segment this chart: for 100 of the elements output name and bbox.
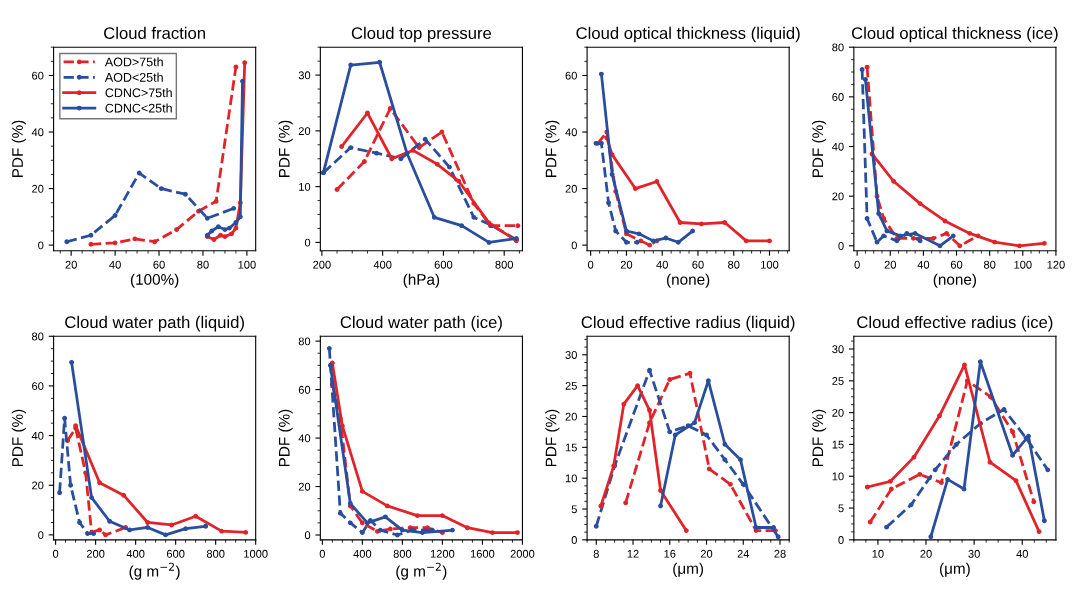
x-axis-title: (g m$^{−2}$) — [129, 562, 180, 580]
y-axis-title: PDF (%) — [545, 409, 560, 467]
y-tick-label: 25 — [832, 377, 844, 385]
x-tick-label: 20 — [65, 260, 77, 269]
y-axis-title: PDF (%) — [11, 409, 26, 467]
y-tick-label: 0 — [304, 531, 311, 540]
chart-title: Cloud effective radius (ice) — [857, 315, 1053, 332]
y-tick-label: 20 — [32, 184, 44, 193]
y-tick-label: 20 — [565, 412, 577, 421]
x-axis-title: (none) — [933, 273, 977, 288]
x-tick-label: 20 — [620, 260, 633, 269]
y-tick-label: 20 — [298, 127, 311, 135]
x-tick-label: 28 — [774, 549, 786, 558]
x-tick-label: 8 — [593, 549, 599, 558]
y-tick-label: 0 — [571, 241, 577, 250]
x-tick-label: 20 — [700, 549, 713, 558]
x-tick-label: 0 — [854, 260, 860, 269]
x-tick-label: 800 — [495, 260, 514, 269]
x-tick-label: 60 — [950, 260, 963, 269]
y-tick-label: 25 — [565, 381, 577, 390]
chart-title: Cloud fraction — [104, 26, 205, 40]
x-tick-label: 1200 — [430, 549, 455, 558]
y-tick-label: 80 — [298, 337, 311, 346]
y-tick-label: 40 — [298, 434, 311, 443]
y-tick-label: 20 — [565, 184, 577, 193]
x-tick-label: 100 — [1014, 260, 1032, 269]
y-tick-label: 0 — [838, 242, 844, 250]
y-tick-label: 60 — [32, 71, 44, 80]
chart-title: Cloud top pressure — [351, 26, 492, 43]
y-axis-title: PDF (%) — [278, 409, 293, 467]
legend-label: CDNC>75th — [105, 88, 172, 98]
legend-label: AOD>75th — [104, 57, 163, 67]
x-tick-label: 120 — [1047, 260, 1065, 269]
y-tick-label: 0 — [38, 531, 44, 540]
y-tick-label: 60 — [832, 93, 844, 101]
y-tick-label: 5 — [838, 504, 844, 513]
legend-label: CDNC<25th — [105, 103, 172, 113]
y-tick-label: 30 — [832, 345, 844, 354]
x-tick-label: 40 — [917, 260, 930, 269]
x-tick-label: 80 — [728, 260, 740, 269]
x-axis-title: (100%) — [130, 273, 179, 288]
y-tick-label: 20 — [298, 482, 311, 491]
y-tick-label: 15 — [832, 440, 844, 449]
y-tick-label: 0 — [571, 536, 577, 544]
x-tick-label: 600 — [166, 549, 185, 558]
x-tick-label: 400 — [353, 549, 372, 558]
y-tick-label: 40 — [31, 431, 44, 440]
y-tick-label: 20 — [832, 408, 844, 417]
x-tick-label: 0 — [52, 549, 59, 558]
x-tick-label: 0 — [588, 260, 594, 269]
y-tick-label: 10 — [565, 474, 577, 483]
x-tick-label: 24 — [737, 549, 750, 558]
y-tick-label: 80 — [32, 332, 44, 341]
x-tick-label: 0 — [319, 549, 325, 558]
x-tick-label: 20 — [920, 549, 932, 558]
y-axis-title: PDF (%) — [545, 120, 560, 178]
y-tick-label: 10 — [832, 472, 844, 481]
x-tick-label: 1600 — [470, 549, 495, 558]
legend-label: AOD<25th — [104, 72, 163, 82]
x-tick-label: 200 — [86, 549, 105, 558]
y-axis-title: PDF (%) — [811, 120, 827, 178]
y-tick-label: 30 — [298, 71, 311, 80]
x-tick-label: 40 — [1016, 549, 1028, 558]
chart-title: Cloud water path (ice) — [340, 315, 502, 332]
y-tick-label: 5 — [571, 505, 577, 514]
y-axis-title: PDF (%) — [11, 120, 26, 178]
x-axis-title: (none) — [667, 273, 710, 288]
x-tick-label: 20 — [884, 260, 897, 269]
y-tick-label: 40 — [31, 128, 44, 137]
y-tick-label: 20 — [832, 192, 844, 201]
x-axis-title: (μm) — [673, 562, 704, 577]
x-tick-label: 800 — [393, 549, 412, 558]
chart-title: Cloud optical thickness (liquid) — [576, 26, 800, 43]
y-tick-label: 15 — [565, 443, 577, 452]
y-tick-label: 0 — [304, 238, 311, 247]
y-tick-label: 30 — [565, 351, 577, 359]
x-tick-label: 80 — [983, 260, 996, 269]
x-tick-label: 400 — [126, 549, 145, 558]
x-tick-label: 400 — [373, 260, 392, 269]
x-tick-label: 16 — [664, 549, 676, 558]
x-tick-label: 40 — [656, 260, 668, 269]
y-tick-label: 60 — [32, 382, 44, 391]
y-tick-label: 60 — [565, 71, 577, 80]
y-axis-title: PDF (%) — [278, 120, 293, 178]
x-tick-label: 800 — [206, 549, 225, 558]
x-tick-label: 600 — [434, 260, 453, 269]
x-axis-title: (g m$^{−2}$) — [396, 562, 447, 580]
y-tick-label: 0 — [38, 241, 44, 250]
x-tick-label: 200 — [313, 260, 331, 269]
y-tick-label: 20 — [32, 481, 44, 490]
x-axis-title: (hPa) — [403, 273, 440, 288]
x-tick-label: 10 — [872, 549, 884, 558]
x-axis-title: (μm) — [939, 562, 970, 577]
y-tick-label: 80 — [832, 43, 844, 52]
x-tick-label: 2000 — [510, 549, 535, 558]
chart-title: Cloud effective radius (liquid) — [581, 315, 795, 332]
y-tick-label: 0 — [838, 536, 844, 544]
chart-title: Cloud optical thickness (ice) — [851, 26, 1058, 43]
x-tick-label: 100 — [238, 260, 256, 269]
y-tick-label: 10 — [299, 182, 311, 191]
